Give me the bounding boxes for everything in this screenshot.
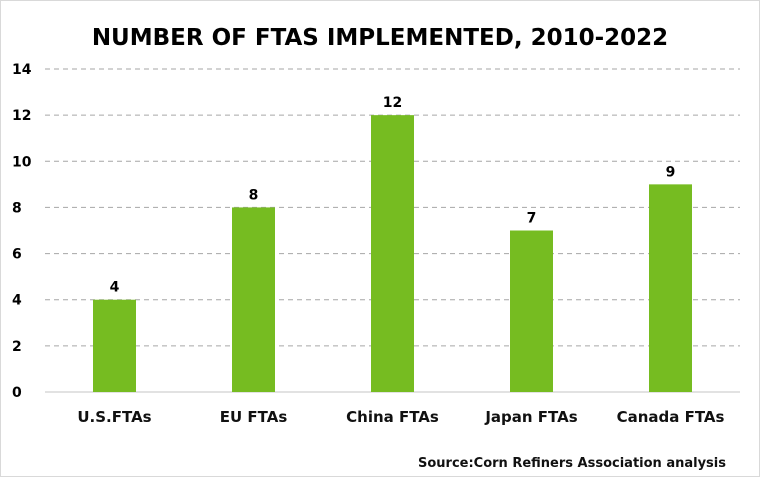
data-label: 9 xyxy=(666,164,676,180)
x-tick-label: Canada FTAs xyxy=(617,408,725,426)
data-label: 4 xyxy=(110,280,120,296)
chart-title: NUMBER OF FTAS IMPLEMENTED, 2010-2022 xyxy=(92,25,668,51)
y-tick-label: 4 xyxy=(12,293,22,309)
data-label: 8 xyxy=(249,187,259,203)
bar xyxy=(371,115,414,393)
data-label: 12 xyxy=(383,95,402,111)
x-tick-label: China FTAs xyxy=(346,408,439,426)
bar xyxy=(510,230,553,392)
x-tick-label: U.S.FTAs xyxy=(77,408,151,426)
bar xyxy=(232,207,275,392)
y-tick-label: 2 xyxy=(12,339,22,355)
y-tick-label: 8 xyxy=(12,200,22,216)
source-annotation: Source:Corn Refiners Association analysi… xyxy=(418,456,726,471)
data-label: 7 xyxy=(527,211,537,227)
bar xyxy=(649,184,692,392)
x-tick-label: Japan FTAs xyxy=(484,408,577,426)
x-tick-label: EU FTAs xyxy=(220,408,288,426)
bar xyxy=(93,299,136,392)
y-tick-label: 6 xyxy=(12,247,22,263)
y-tick-label: 0 xyxy=(12,385,22,401)
y-tick-label: 14 xyxy=(12,62,32,78)
y-tick-label: 12 xyxy=(12,108,31,124)
y-tick-label: 10 xyxy=(12,154,32,170)
